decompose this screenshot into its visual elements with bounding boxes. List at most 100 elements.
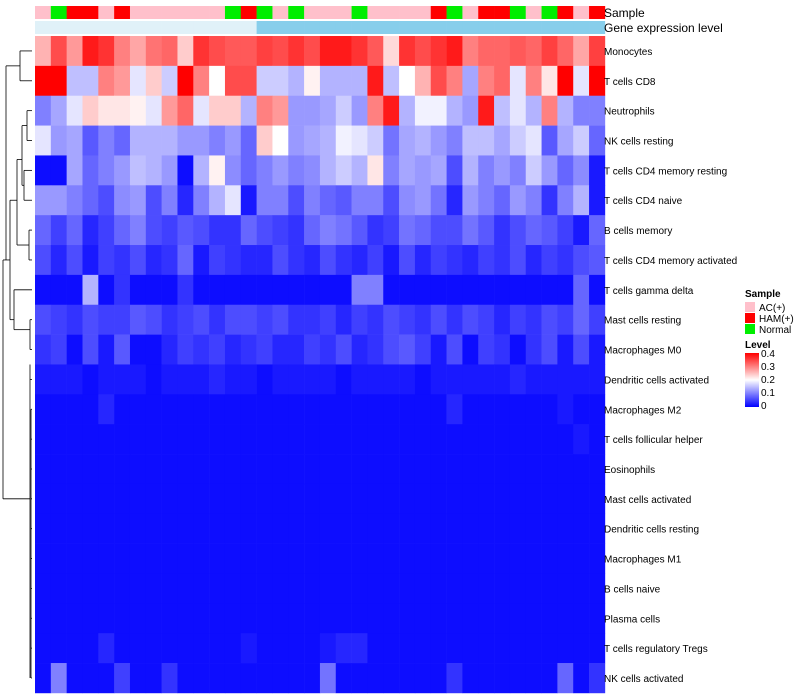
heatmap-cell <box>50 304 67 335</box>
heatmap-cell <box>335 394 352 425</box>
heatmap-cell <box>304 65 321 97</box>
heatmap-cell <box>335 633 352 664</box>
heatmap-cell <box>319 543 337 574</box>
heatmap-cell <box>478 334 495 365</box>
heatmap-cell <box>541 364 558 395</box>
heatmap-cell <box>288 364 305 395</box>
heatmap-cell <box>224 483 242 515</box>
row-label: Macrophages M0 <box>604 346 682 357</box>
heatmap-cell <box>414 543 432 574</box>
heatmap-cell <box>193 394 210 425</box>
heatmap-cell <box>98 125 115 156</box>
heatmap-cell <box>399 513 416 544</box>
heatmap-cell <box>304 304 321 335</box>
heatmap-cell <box>367 274 384 306</box>
heatmap-cell <box>509 633 527 664</box>
heatmap-cell <box>145 663 162 694</box>
heatmap-cell <box>161 483 178 515</box>
heatmap-cell <box>114 334 131 365</box>
heatmap-cell <box>50 185 67 216</box>
heatmap-cell <box>240 274 257 306</box>
heatmap-cell <box>525 185 542 216</box>
heatmap-cell <box>589 633 606 664</box>
heatmap-cell <box>478 454 495 485</box>
heatmap-cell <box>430 334 447 365</box>
heatmap-cell <box>193 36 210 67</box>
heatmap-cell <box>494 274 511 306</box>
heatmap-cell <box>272 95 289 126</box>
heatmap-cell <box>177 334 194 365</box>
heatmap-cell <box>319 334 337 365</box>
heatmap-cell <box>66 573 83 604</box>
heatmap-cell <box>114 483 131 515</box>
heatmap-cell <box>272 215 289 246</box>
heatmap-cell <box>35 125 52 156</box>
heatmap-cell <box>478 65 495 97</box>
heatmap-cell <box>114 663 131 694</box>
heatmap-cell <box>319 274 337 306</box>
heatmap-cell <box>430 155 447 186</box>
heatmap-cell <box>319 36 337 67</box>
heatmap-cell <box>351 304 368 335</box>
heatmap-cell <box>209 125 226 156</box>
heatmap-cell <box>351 215 368 246</box>
heatmap-cell <box>319 424 337 455</box>
heatmap-cell <box>145 364 162 395</box>
heatmap-cell <box>224 274 242 306</box>
heatmap-cell <box>98 304 115 335</box>
heatmap-cell <box>367 215 384 246</box>
heatmap-cell <box>209 304 226 335</box>
heatmap-cell <box>224 245 242 276</box>
heatmap-cell <box>430 424 447 455</box>
heatmap-cell <box>494 573 511 604</box>
heatmap-cell <box>509 603 527 634</box>
heatmap-cell <box>478 633 495 664</box>
heatmap-cell <box>589 603 606 634</box>
heatmap-cell <box>114 185 131 216</box>
heatmap-cell <box>399 633 416 664</box>
heatmap-cell <box>98 185 115 216</box>
heatmap-cell <box>129 364 147 395</box>
heatmap-cell <box>66 364 83 395</box>
heatmap-cell <box>573 185 590 216</box>
heatmap-cell <box>525 125 542 156</box>
heatmap-cell <box>509 36 527 67</box>
heatmap-cell <box>288 245 305 276</box>
heatmap-cell <box>50 543 67 574</box>
heatmap-cell <box>367 513 384 544</box>
heatmap-cell <box>414 125 432 156</box>
expression-annotation-cell <box>224 21 242 34</box>
heatmap-cell <box>177 513 194 544</box>
heatmap-cell <box>177 394 194 425</box>
heatmap-cell <box>573 663 590 694</box>
heatmap-cell <box>430 483 447 515</box>
heatmap-cell <box>541 454 558 485</box>
heatmap-cell <box>224 633 242 664</box>
heatmap-cell <box>35 245 52 276</box>
heatmap-cell <box>462 95 479 126</box>
heatmap-cell <box>193 155 210 186</box>
heatmap-cell <box>240 364 257 395</box>
heatmap-cell <box>573 633 590 664</box>
heatmap-cell <box>129 185 147 216</box>
heatmap-cell <box>383 274 400 306</box>
expression-annotation-cell <box>145 21 162 34</box>
heatmap-cell <box>414 155 432 186</box>
heatmap-cell <box>414 334 432 365</box>
heatmap-cell <box>66 603 83 634</box>
heatmap-cell <box>525 304 542 335</box>
heatmap-cell <box>240 424 257 455</box>
heatmap-cell <box>35 36 52 67</box>
heatmap-cell <box>557 245 574 276</box>
heatmap-cell <box>335 65 352 97</box>
heatmap-cell <box>240 95 257 126</box>
heatmap-cell <box>414 364 432 395</box>
heatmap-cell <box>525 334 542 365</box>
heatmap-cell <box>66 155 83 186</box>
heatmap-cell <box>304 573 321 604</box>
heatmap-cell <box>224 394 242 425</box>
heatmap-cell <box>414 274 432 306</box>
heatmap-cell <box>446 573 463 604</box>
heatmap-cell <box>509 304 527 335</box>
heatmap-cell <box>129 513 147 544</box>
